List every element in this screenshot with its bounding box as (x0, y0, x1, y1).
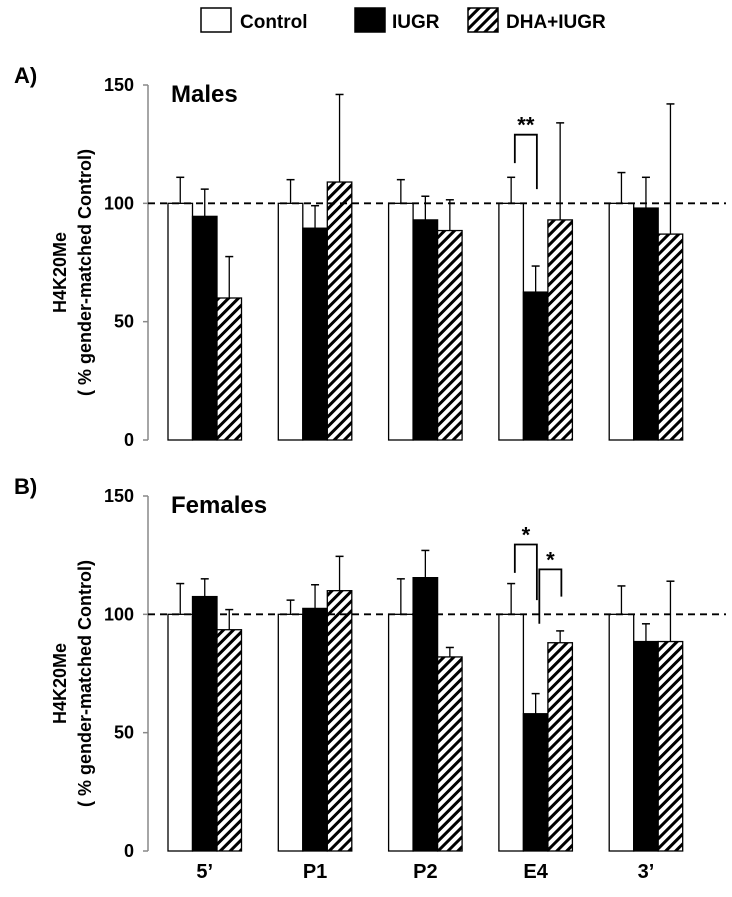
bar-control-3 (608, 613, 635, 852)
legend-label-dha-iugr: DHA+IUGR (506, 12, 606, 33)
legend-swatch-control (200, 7, 232, 33)
y-tick-label: 150 (104, 486, 134, 506)
bar-dha-iugr-5 (216, 629, 243, 852)
panel-title: Males (171, 81, 238, 108)
significance-bracket (538, 568, 563, 624)
bar-dha-iugr-p2 (436, 656, 463, 852)
x-tick-label: E4 (523, 861, 548, 883)
panel-title: Females (171, 492, 267, 519)
significance-marker: ** (517, 113, 535, 138)
significance-bracket (513, 133, 538, 190)
bar-dha-iugr-p1 (326, 590, 353, 852)
y-tick-label: 50 (114, 312, 134, 332)
y-tick-label: 0 (124, 841, 134, 861)
bar-control-p1 (277, 613, 304, 852)
bar-control-p2 (387, 613, 414, 852)
y-tick-label: 0 (124, 430, 134, 450)
x-tick-label: P1 (303, 861, 327, 883)
bar-iugr-p2 (412, 577, 439, 852)
bar-iugr-3 (633, 207, 659, 441)
bar-dha-iugr-3 (657, 233, 684, 441)
bar-control-p2 (387, 202, 414, 441)
bar-dha-iugr-e4 (547, 642, 574, 852)
bar-control-p1 (277, 202, 304, 441)
y-tick-label: 150 (104, 75, 134, 95)
y-axis-label-line2: ( % gender-matched Control) (75, 149, 95, 396)
bar-iugr-5 (191, 215, 218, 441)
bar-iugr-5 (191, 595, 218, 852)
bar-dha-iugr-e4 (547, 219, 574, 441)
y-axis-label-line1: H4K20Me (50, 643, 70, 724)
significance-marker: * (546, 547, 555, 572)
bar-control-3 (608, 202, 635, 441)
legend: Control IUGR DHA+IUGR (200, 7, 606, 33)
legend-swatch-iugr (354, 7, 386, 33)
panel-females: B) Females H4K20Me( % gender-matched Contr… (14, 474, 726, 883)
bar-iugr-3 (633, 640, 659, 852)
bar-control-e4 (498, 202, 525, 441)
bar-control-e4 (498, 613, 525, 852)
y-axis-label-line2: ( % gender-matched Control) (75, 560, 95, 807)
y-tick-label: 100 (104, 193, 134, 213)
legend-swatch-dha-iugr (467, 7, 499, 33)
bar-iugr-p1 (302, 607, 328, 852)
panel-label: B) (14, 474, 37, 499)
significance-bracket (513, 543, 538, 601)
y-tick-label: 100 (104, 604, 134, 624)
bar-control-5 (167, 202, 194, 441)
panel-label: A) (14, 63, 37, 88)
y-tick-label: 50 (114, 723, 134, 743)
y-axis-label-line1: H4K20Me (50, 232, 70, 313)
x-tick-label: 5’ (196, 861, 213, 883)
x-tick-label: P2 (413, 861, 437, 883)
bar-iugr-e4 (522, 291, 549, 441)
bar-dha-iugr-p1 (326, 181, 353, 441)
significance-marker: * (522, 523, 531, 548)
bar-dha-iugr-5 (216, 297, 243, 441)
x-tick-label: 3’ (638, 861, 655, 883)
legend-label-control: Control (240, 12, 308, 33)
legend-label-iugr: IUGR (392, 12, 440, 33)
bar-control-5 (167, 613, 194, 852)
panel-males: A) Males H4K20Me( % gender-matched Control… (14, 63, 726, 450)
bar-iugr-e4 (522, 713, 549, 852)
bar-dha-iugr-p2 (436, 229, 463, 441)
bar-iugr-p2 (412, 219, 439, 441)
bar-iugr-p1 (302, 227, 328, 441)
bar-dha-iugr-3 (657, 640, 684, 852)
